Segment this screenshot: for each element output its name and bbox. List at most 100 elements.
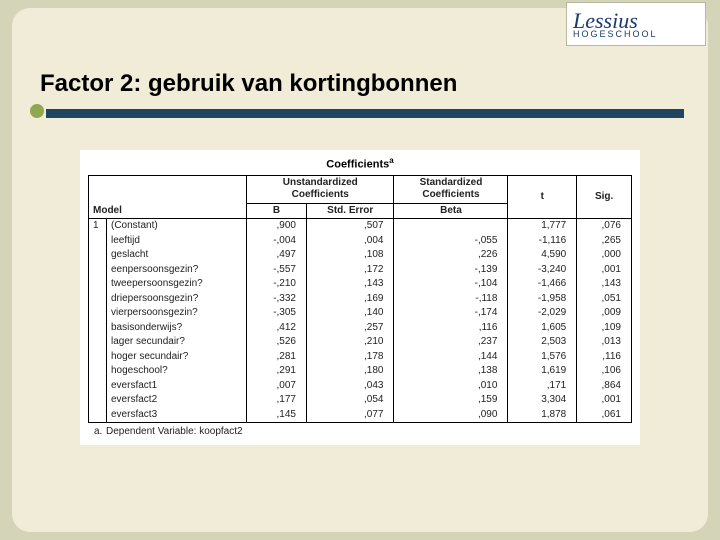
- table-row: hogeschool?,291,180,1381,619,106: [89, 364, 632, 379]
- cell-se: ,169: [306, 292, 394, 307]
- cell-B: ,497: [247, 248, 307, 263]
- cell-beta: [394, 219, 508, 234]
- cell-sig: ,109: [577, 321, 632, 336]
- cell-beta: ,138: [394, 364, 508, 379]
- cell-se: ,257: [306, 321, 394, 336]
- cell-sig: ,009: [577, 306, 632, 321]
- table-row: leeftijd-,004,004-,055-1,116,265: [89, 234, 632, 249]
- cell-t: 1,576: [508, 350, 577, 365]
- cell-t: -1,466: [508, 277, 577, 292]
- table-row: basisonderwijs?,412,257,1161,605,109: [89, 321, 632, 336]
- cell-sig: ,143: [577, 277, 632, 292]
- row-label: eversfact1: [107, 379, 247, 394]
- cell-t: -3,240: [508, 263, 577, 278]
- cell-sig: ,061: [577, 408, 632, 423]
- cell-se: ,054: [306, 393, 394, 408]
- row-label: lager secundair?: [107, 335, 247, 350]
- title-underline: [40, 104, 680, 118]
- coefficients-table-wrap: Coefficientsa Model Unstandardized Coeff…: [80, 150, 640, 445]
- cell-sig: ,265: [577, 234, 632, 249]
- cell-sig: ,116: [577, 350, 632, 365]
- cell-B: -,305: [247, 306, 307, 321]
- row-label: hoger secundair?: [107, 350, 247, 365]
- row-label: leeftijd: [107, 234, 247, 249]
- logo-sub: HOGESCHOOL: [573, 30, 658, 39]
- logo: Lessius HOGESCHOOL: [566, 2, 706, 46]
- table-row: vierpersoonsgezin?-,305,140-,174-2,029,0…: [89, 306, 632, 321]
- row-label: hogeschool?: [107, 364, 247, 379]
- title-block: Factor 2: gebruik van kortingbonnen: [40, 70, 680, 118]
- col-t: t: [508, 175, 577, 219]
- cell-sig: ,013: [577, 335, 632, 350]
- caption-text: Coefficients: [326, 159, 389, 171]
- cell-beta: ,090: [394, 408, 508, 423]
- caption-sup: a: [389, 156, 393, 165]
- cell-se: ,210: [306, 335, 394, 350]
- footnote-text: Dependent Variable: koopfact2: [106, 426, 243, 437]
- table-row: eversfact2,177,054,1593,304,001: [89, 393, 632, 408]
- row-label: eversfact2: [107, 393, 247, 408]
- cell-beta: -,174: [394, 306, 508, 321]
- page-title: Factor 2: gebruik van kortingbonnen: [40, 70, 680, 104]
- table-row: eversfact3,145,077,0901,878,061: [89, 408, 632, 423]
- cell-se: ,178: [306, 350, 394, 365]
- cell-beta: -,118: [394, 292, 508, 307]
- cell-t: -1,958: [508, 292, 577, 307]
- cell-t: -2,029: [508, 306, 577, 321]
- cell-B: ,412: [247, 321, 307, 336]
- cell-B: -,004: [247, 234, 307, 249]
- cell-se: ,004: [306, 234, 394, 249]
- cell-B: ,281: [247, 350, 307, 365]
- table-row: lager secundair?,526,210,2372,503,013: [89, 335, 632, 350]
- cell-beta: ,144: [394, 350, 508, 365]
- cell-B: -,557: [247, 263, 307, 278]
- cell-se: ,507: [306, 219, 394, 234]
- cell-t: 1,878: [508, 408, 577, 423]
- cell-beta: ,159: [394, 393, 508, 408]
- cell-t: 1,605: [508, 321, 577, 336]
- cell-t: 1,777: [508, 219, 577, 234]
- cell-B: ,291: [247, 364, 307, 379]
- col-B: B: [247, 203, 307, 219]
- col-std: Standardized Coefficients: [394, 175, 508, 203]
- footnote-mark: a.: [94, 426, 102, 437]
- cell-t: 2,503: [508, 335, 577, 350]
- row-label: tweepersoonsgezin?: [107, 277, 247, 292]
- cell-B: ,007: [247, 379, 307, 394]
- table-body: 1(Constant),900,5071,777,076leeftijd-,00…: [89, 219, 632, 423]
- cell-sig: ,076: [577, 219, 632, 234]
- cell-beta: ,237: [394, 335, 508, 350]
- cell-B: ,526: [247, 335, 307, 350]
- cell-sig: ,864: [577, 379, 632, 394]
- cell-se: ,140: [306, 306, 394, 321]
- cell-t: ,171: [508, 379, 577, 394]
- table-row: tweepersoonsgezin?-,210,143-,104-1,466,1…: [89, 277, 632, 292]
- cell-se: ,077: [306, 408, 394, 423]
- col-sig: Sig.: [577, 175, 632, 219]
- cell-sig: ,000: [577, 248, 632, 263]
- col-model: Model: [89, 175, 247, 219]
- model-number: 1: [89, 219, 107, 423]
- table-row: geslacht,497,108,2264,590,000: [89, 248, 632, 263]
- cell-B: ,900: [247, 219, 307, 234]
- cell-se: ,143: [306, 277, 394, 292]
- table-row: eenpersoonsgezin?-,557,172-,139-3,240,00…: [89, 263, 632, 278]
- cell-t: 4,590: [508, 248, 577, 263]
- row-label: (Constant): [107, 219, 247, 234]
- cell-sig: ,001: [577, 263, 632, 278]
- table-row: eversfact1,007,043,010,171,864: [89, 379, 632, 394]
- cell-se: ,043: [306, 379, 394, 394]
- cell-beta: ,226: [394, 248, 508, 263]
- cell-beta: ,116: [394, 321, 508, 336]
- cell-beta: -,139: [394, 263, 508, 278]
- table-row: 1(Constant),900,5071,777,076: [89, 219, 632, 234]
- cell-beta: -,104: [394, 277, 508, 292]
- cell-t: 1,619: [508, 364, 577, 379]
- row-label: eenpersoonsgezin?: [107, 263, 247, 278]
- row-label: vierpersoonsgezin?: [107, 306, 247, 321]
- row-label: geslacht: [107, 248, 247, 263]
- col-stderr: Std. Error: [306, 203, 394, 219]
- cell-sig: ,106: [577, 364, 632, 379]
- table-row: driepersoonsgezin?-,332,169-,118-1,958,0…: [89, 292, 632, 307]
- cell-sig: ,051: [577, 292, 632, 307]
